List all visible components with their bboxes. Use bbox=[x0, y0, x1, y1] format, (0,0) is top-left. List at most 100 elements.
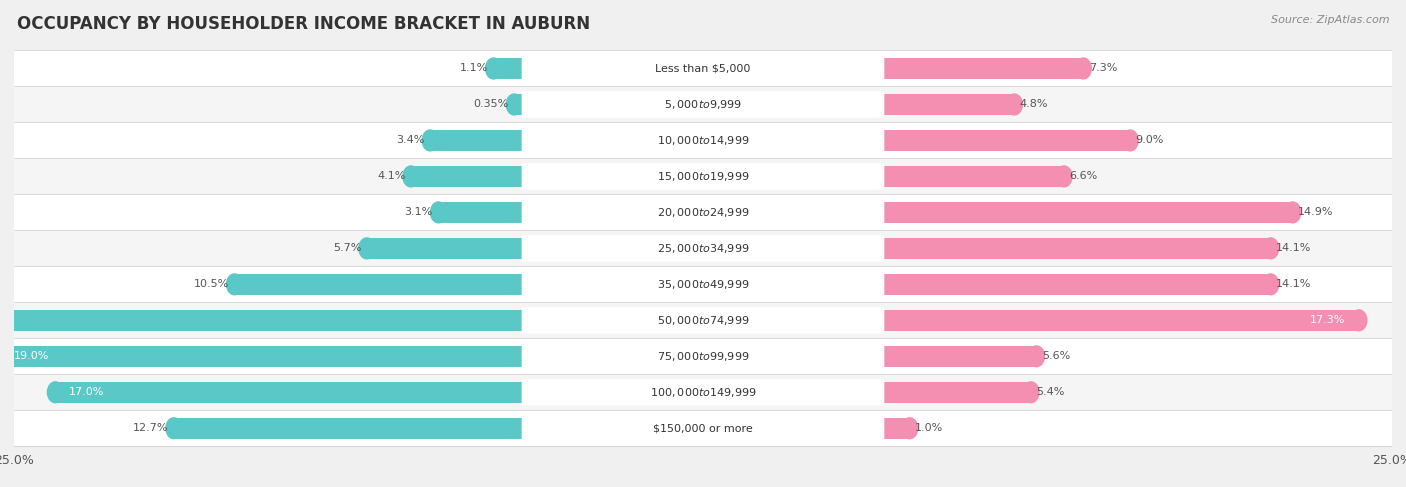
Bar bbox=[14, 230, 1392, 266]
Text: 17.3%: 17.3% bbox=[1310, 315, 1346, 325]
Text: 17.0%: 17.0% bbox=[69, 387, 104, 397]
Bar bbox=[0, 310, 524, 331]
Bar bbox=[14, 87, 1392, 122]
Bar bbox=[882, 382, 1031, 403]
Text: 3.1%: 3.1% bbox=[405, 207, 433, 217]
Text: 1.1%: 1.1% bbox=[460, 63, 488, 74]
Text: 14.1%: 14.1% bbox=[1277, 244, 1312, 253]
Text: Source: ZipAtlas.com: Source: ZipAtlas.com bbox=[1271, 15, 1389, 25]
Legend: Owner-occupied, Renter-occupied: Owner-occupied, Renter-occupied bbox=[576, 484, 830, 487]
Circle shape bbox=[1056, 166, 1071, 187]
Text: $5,000 to $9,999: $5,000 to $9,999 bbox=[664, 98, 742, 111]
Circle shape bbox=[404, 166, 419, 187]
Bar bbox=[882, 238, 1271, 259]
Circle shape bbox=[430, 202, 447, 223]
Text: $100,000 to $149,999: $100,000 to $149,999 bbox=[650, 386, 756, 399]
FancyBboxPatch shape bbox=[522, 199, 884, 225]
Text: $10,000 to $14,999: $10,000 to $14,999 bbox=[657, 134, 749, 147]
Bar bbox=[14, 302, 1392, 338]
Text: 9.0%: 9.0% bbox=[1136, 135, 1164, 146]
Bar bbox=[882, 202, 1292, 223]
FancyBboxPatch shape bbox=[522, 343, 884, 370]
Bar bbox=[882, 418, 910, 439]
Text: 3.4%: 3.4% bbox=[396, 135, 425, 146]
Text: 0.35%: 0.35% bbox=[474, 99, 509, 110]
Text: 14.9%: 14.9% bbox=[1298, 207, 1334, 217]
Circle shape bbox=[0, 346, 8, 367]
Circle shape bbox=[1122, 130, 1137, 151]
Bar bbox=[367, 238, 524, 259]
Circle shape bbox=[1285, 202, 1301, 223]
Text: $15,000 to $19,999: $15,000 to $19,999 bbox=[657, 170, 749, 183]
Bar bbox=[55, 382, 524, 403]
Text: Less than $5,000: Less than $5,000 bbox=[655, 63, 751, 74]
Circle shape bbox=[166, 418, 181, 439]
Text: 12.7%: 12.7% bbox=[134, 423, 169, 433]
Circle shape bbox=[1263, 274, 1278, 295]
Bar bbox=[14, 51, 1392, 87]
Text: $20,000 to $24,999: $20,000 to $24,999 bbox=[657, 206, 749, 219]
Circle shape bbox=[1024, 382, 1039, 403]
Text: 5.7%: 5.7% bbox=[333, 244, 361, 253]
Bar bbox=[882, 94, 1014, 115]
Circle shape bbox=[359, 238, 375, 259]
Text: $35,000 to $49,999: $35,000 to $49,999 bbox=[657, 278, 749, 291]
Circle shape bbox=[901, 418, 918, 439]
Bar bbox=[882, 346, 1036, 367]
FancyBboxPatch shape bbox=[522, 163, 884, 190]
Text: 1.0%: 1.0% bbox=[915, 423, 943, 433]
Bar bbox=[494, 58, 524, 79]
Text: 14.1%: 14.1% bbox=[1277, 280, 1312, 289]
Text: $50,000 to $74,999: $50,000 to $74,999 bbox=[657, 314, 749, 327]
Circle shape bbox=[1351, 310, 1367, 331]
Bar bbox=[174, 418, 524, 439]
Circle shape bbox=[1007, 94, 1022, 115]
Circle shape bbox=[1263, 238, 1278, 259]
Text: 5.4%: 5.4% bbox=[1036, 387, 1064, 397]
Circle shape bbox=[485, 58, 502, 79]
Text: $75,000 to $99,999: $75,000 to $99,999 bbox=[657, 350, 749, 363]
Bar bbox=[882, 310, 1358, 331]
Bar bbox=[0, 346, 524, 367]
Circle shape bbox=[226, 274, 242, 295]
FancyBboxPatch shape bbox=[522, 307, 884, 334]
Bar bbox=[14, 122, 1392, 158]
Circle shape bbox=[422, 130, 439, 151]
Text: 10.5%: 10.5% bbox=[194, 280, 229, 289]
Circle shape bbox=[48, 382, 63, 403]
Bar bbox=[14, 158, 1392, 194]
FancyBboxPatch shape bbox=[522, 379, 884, 406]
Bar bbox=[882, 130, 1130, 151]
Text: 7.3%: 7.3% bbox=[1088, 63, 1118, 74]
Bar bbox=[14, 410, 1392, 446]
Bar bbox=[439, 202, 524, 223]
Text: $25,000 to $34,999: $25,000 to $34,999 bbox=[657, 242, 749, 255]
Circle shape bbox=[1028, 346, 1045, 367]
Bar bbox=[14, 266, 1392, 302]
Bar bbox=[14, 194, 1392, 230]
Bar bbox=[14, 338, 1392, 375]
Text: 19.0%: 19.0% bbox=[14, 351, 49, 361]
Text: OCCUPANCY BY HOUSEHOLDER INCOME BRACKET IN AUBURN: OCCUPANCY BY HOUSEHOLDER INCOME BRACKET … bbox=[17, 15, 591, 33]
Text: 4.8%: 4.8% bbox=[1019, 99, 1049, 110]
Text: $150,000 or more: $150,000 or more bbox=[654, 423, 752, 433]
Text: 4.1%: 4.1% bbox=[377, 171, 405, 182]
FancyBboxPatch shape bbox=[522, 235, 884, 262]
FancyBboxPatch shape bbox=[522, 55, 884, 82]
Circle shape bbox=[1076, 58, 1091, 79]
Bar bbox=[882, 58, 1083, 79]
FancyBboxPatch shape bbox=[522, 271, 884, 298]
Bar bbox=[411, 166, 524, 187]
FancyBboxPatch shape bbox=[522, 127, 884, 154]
Text: 6.6%: 6.6% bbox=[1070, 171, 1098, 182]
Bar bbox=[14, 375, 1392, 410]
FancyBboxPatch shape bbox=[522, 91, 884, 118]
Bar bbox=[515, 94, 524, 115]
Bar bbox=[430, 130, 524, 151]
Bar bbox=[235, 274, 524, 295]
Text: 5.6%: 5.6% bbox=[1042, 351, 1070, 361]
Bar bbox=[882, 166, 1064, 187]
Circle shape bbox=[506, 94, 522, 115]
FancyBboxPatch shape bbox=[522, 415, 884, 442]
Bar bbox=[882, 274, 1271, 295]
